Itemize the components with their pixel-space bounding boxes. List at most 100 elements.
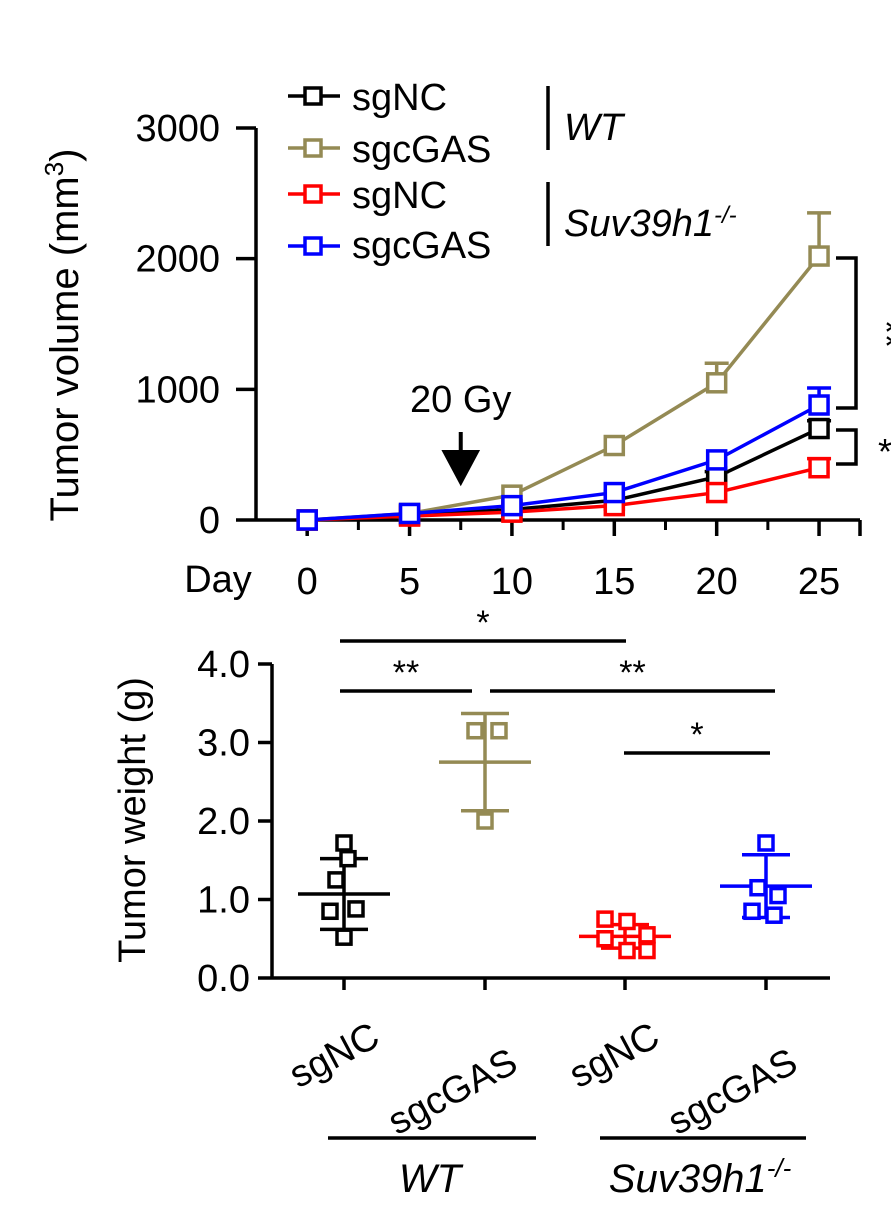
legend-entry-ko-sgnc: sgNC [288,175,447,217]
data-point [618,941,636,960]
legend-label: sgNC [352,175,447,217]
x-tick-label: 15 [593,561,635,603]
group-3 [720,834,812,924]
significance-label: ** [393,654,419,692]
volume-legend: sgNC sgcGAS sgNC sgcGAS WT Suv39h1-/- [288,77,737,267]
x-tick-label: 20 [696,561,738,603]
data-point [765,906,783,924]
x-tick-label: 0 [297,561,318,603]
y-tick-label: 2.0 [197,801,250,843]
weight-chart: Tumor weight (g) 0.01.02.03.04.0 *** *** … [112,604,830,1201]
significance-label: * [476,604,489,642]
series-line [307,403,820,522]
irradiation-annotation: 20 Gy [410,379,511,487]
legend-entry-wt-sgcgas: sgcGAS [288,129,491,171]
series-line [307,254,821,522]
data-point [347,900,365,918]
data-point [638,926,656,944]
weight-significance: *** *** [340,604,775,755]
x-tick-label: 25 [798,561,840,603]
legend-swatch-marker [303,138,323,158]
data-point [603,434,626,457]
group-0 [298,834,390,946]
data-point [596,910,614,928]
legend-entry-ko-sgcgas: sgcGAS [288,225,491,267]
legend-swatch-marker [303,184,323,204]
category-label: sgcGAS [381,1041,524,1144]
significance-label: ** [619,654,645,692]
y-tick-label: 3000 [135,108,220,150]
volume-x-tick-labels: 0 5 10 15 20 25 [297,561,841,603]
legend-entry-wt-sgnc: sgNC [288,77,447,119]
data-point [596,930,614,948]
volume-series [296,211,832,531]
group-label-wt: WT [399,1157,464,1201]
data-point [603,481,626,504]
data-point [808,456,830,479]
group-label-ko: Suv39h1-/- [609,1153,792,1201]
data-point [705,372,728,394]
volume-axes [236,126,862,536]
weight-series [298,711,812,960]
data-point [749,878,767,897]
volume-y-tick-labels: 0 1000 2000 3000 [135,108,220,542]
data-point [321,902,339,921]
y-tick-label: 4.0 [197,644,250,686]
y-tick-label: 1.0 [197,880,250,922]
data-point [743,902,761,921]
category-label: sgNC [283,1015,387,1097]
series-line [307,466,820,522]
group-2 [579,910,671,960]
legend-label: sgcGAS [352,225,491,267]
data-point [335,928,353,946]
significance-label: ** [866,320,891,348]
data-point [757,834,775,852]
data-point [808,245,830,267]
x-tick-label: 10 [491,561,533,603]
weight-y-tick-labels: 0.0 1.0 2.0 3.0 4.0 [197,644,250,1000]
irradiation-label: 20 Gy [410,379,511,421]
y-tick-label: 1000 [135,369,220,411]
data-point [476,812,494,830]
significance-bracket [836,256,858,410]
series-line [307,426,820,522]
category-label: sgcGAS [661,1041,804,1144]
weight-axes [258,662,830,990]
svg-text:Tumor volume (mm3): Tumor volume (mm3) [39,148,87,521]
volume-y-axis-label: Tumor volume (mm3) [39,148,87,521]
y-tick-label: 3.0 [197,723,250,765]
legend-group-wt: WT [564,107,626,149]
series-3 [296,386,832,531]
data-point [296,509,318,531]
y-tick-label: 0.0 [197,958,250,1000]
significance-label: * [878,431,891,472]
data-point [705,481,728,504]
data-point [490,721,508,740]
data-point [638,941,656,960]
irradiation-arrow-icon [441,432,481,487]
data-point [618,912,636,931]
x-tick-label: 5 [399,561,420,603]
y-tick-label: 2000 [135,239,220,281]
category-label: sgNC [563,1015,667,1097]
data-point [501,494,523,517]
y-tick-label: 0 [199,500,220,542]
weight-group-labels: WT Suv39h1-/- [328,1136,806,1201]
legend-swatch-marker [303,86,323,106]
group-1 [439,711,531,830]
data-point [339,849,357,868]
legend-label: sgcGAS [352,129,491,171]
data-point [466,721,484,740]
data-point [769,886,787,905]
significance-bracket [836,428,858,466]
volume-significance: ** * [836,256,891,472]
legend-swatch-marker [303,236,323,256]
significance-label: * [690,716,703,754]
data-point [808,417,830,440]
volume-chart: Tumor volume (mm3) 0 5 10 15 20 25 0 1000 2000 3… [39,77,891,603]
data-point [327,871,345,889]
data-point [705,449,728,471]
legend-group-ko: Suv39h1-/- [564,202,737,246]
